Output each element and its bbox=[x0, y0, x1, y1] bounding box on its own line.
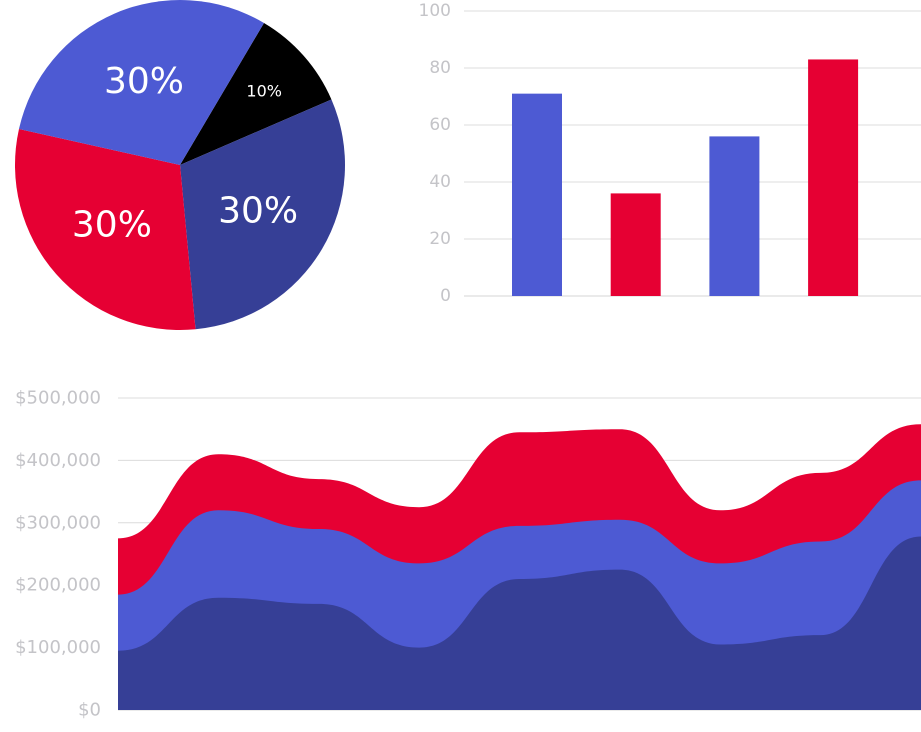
pie-slice-label-2: 30% bbox=[72, 205, 152, 246]
bar-y-tick-label-5: 100 bbox=[419, 1, 451, 21]
bar-y-tick-label-1: 20 bbox=[429, 229, 451, 249]
bar-1 bbox=[610, 193, 661, 296]
bar-y-tick-label-0: 0 bbox=[440, 286, 451, 306]
bar-3 bbox=[808, 59, 859, 297]
bar-2 bbox=[709, 136, 760, 296]
area-y-tick-label-2: $200,000 bbox=[15, 575, 101, 596]
pie-chart: 10% 30% 30% 30% bbox=[14, 0, 346, 331]
bar-y-tick-label-3: 60 bbox=[429, 115, 451, 135]
bar-chart: 0 20 40 60 80 100 bbox=[419, 1, 921, 306]
area-series-0 bbox=[118, 536, 921, 710]
area-y-tick-label-0: $0 bbox=[78, 700, 101, 721]
pie-slice-2 bbox=[14, 129, 196, 331]
bar-0 bbox=[512, 93, 562, 297]
area-chart: $0 $100,000 $200,000 $300,000 $400,000 $500,0… bbox=[15, 388, 921, 721]
area-y-tick-label-5: $500,000 bbox=[15, 388, 101, 409]
pie-slice-label-1: 30% bbox=[218, 191, 298, 232]
pie-slice-1 bbox=[180, 99, 346, 330]
area-y-tick-label-3: $300,000 bbox=[15, 512, 101, 533]
bar-y-tick-label-4: 80 bbox=[429, 58, 451, 78]
bar-y-tick-label-2: 40 bbox=[429, 172, 451, 192]
area-y-tick-label-1: $100,000 bbox=[15, 637, 101, 658]
pie-slice-label-3: 30% bbox=[104, 61, 184, 102]
pie-slice-0 bbox=[180, 22, 332, 166]
area-y-tick-label-4: $400,000 bbox=[15, 450, 101, 471]
pie-slice-3 bbox=[18, 0, 264, 166]
pie-slice-label-0: 10% bbox=[246, 81, 282, 100]
